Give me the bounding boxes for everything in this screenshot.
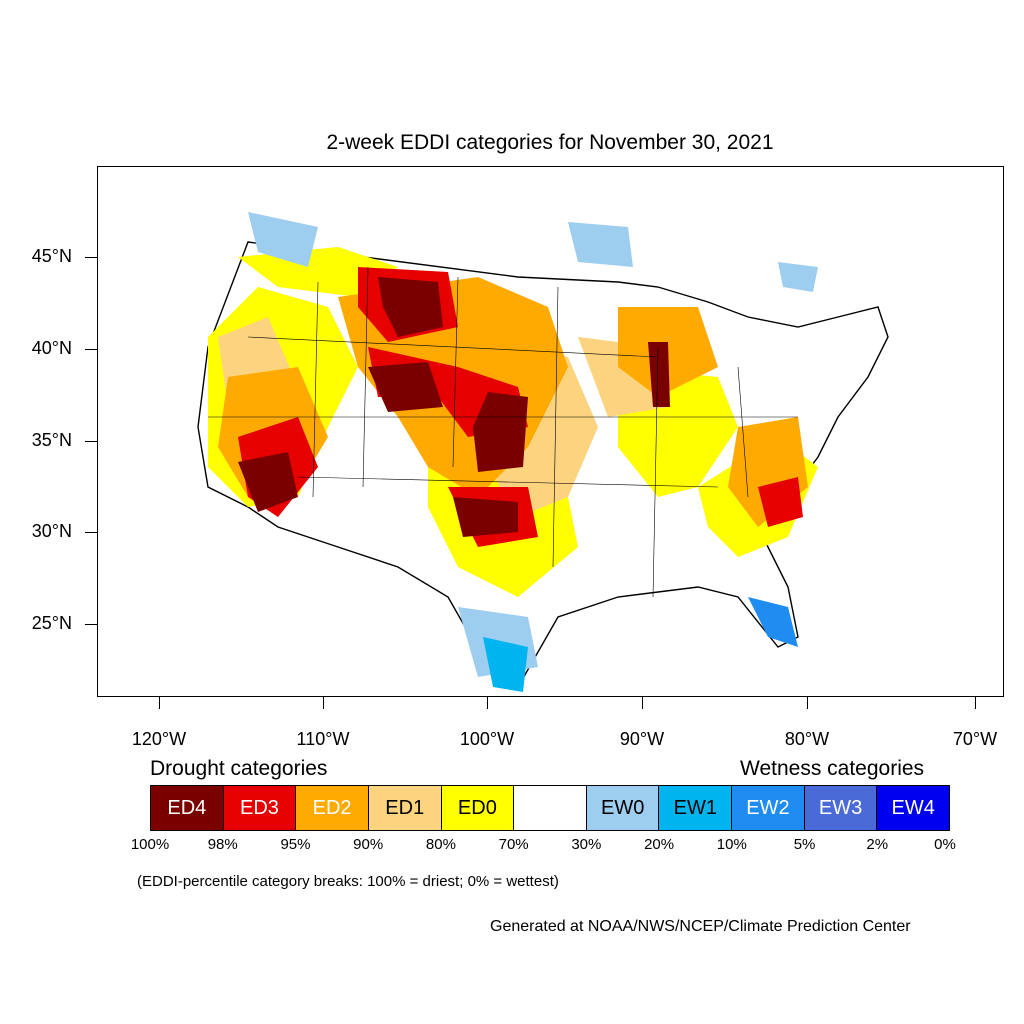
ed4-region-kansas [473,392,528,472]
ew2-region-florida [748,597,798,647]
ed4-region-michigan [648,342,670,407]
lat-tick [85,532,97,533]
map-title: 2-week EDDI categories for November 30, … [326,131,774,154]
lon-label-70: 70°W [952,729,998,749]
legend-break-label: 80% [425,836,456,853]
ew0-region-canada [568,222,633,267]
legend-swatch-ed3: ED3 [223,786,297,830]
legend-break-label: 100% [130,836,170,853]
credit-line: Generated at NOAA/NWS/NCEP/Climate Predi… [490,918,911,935]
percentile-note: (EDDI-percentile category breaks: 100% =… [137,873,559,890]
lon-tick [807,697,808,709]
legend-swatch-ew4: EW4 [877,786,950,830]
ed3-region-ga [758,477,803,527]
lat-tick [85,257,97,258]
lat-label-35: 35°N [31,430,72,450]
lat-tick [85,441,97,442]
drought-heading: Drought categories [150,757,328,780]
legend-colorbar: ED4 ED3 ED2 ED1 ED0 EW0 EW1 EW2 EW3 EW4 [150,785,950,831]
state-borders [208,266,798,598]
lon-tick [323,697,324,709]
legend-break-label: 30% [571,836,602,853]
legend-swatch-ed4: ED4 [151,786,224,830]
legend-break-label: 20% [644,836,675,853]
legend-swatch-ew3: EW3 [804,786,878,830]
lon-label-120: 120°W [131,729,187,749]
lat-label-40: 40°N [31,338,72,358]
lon-label-110: 110°W [296,729,350,749]
legend-break-label: 0% [934,836,956,853]
ed4-region-montana [378,277,443,337]
lon-label-80: 80°W [784,729,830,749]
eddi-map [197,212,889,692]
legend-swatch-ew1: EW1 [659,786,733,830]
ew0-region-northwest [248,212,318,267]
lon-label-100: 100°W [459,729,515,749]
lat-tick [85,624,97,625]
legend-swatch-ew2: EW2 [732,786,805,830]
legend-swatch-ed0: ED0 [441,786,515,830]
lat-label-25: 25°N [31,613,72,633]
ed4-region-oklahoma [453,497,518,537]
map-plot-area [97,166,1004,697]
legend-break-label: 5% [793,836,816,853]
ed4-region-arizona [238,452,298,512]
lat-tick [85,349,97,350]
legend-swatch-neutral [514,786,587,830]
ew1-region-gulf [483,637,528,692]
lon-tick [159,697,160,709]
wetness-heading: Wetness categories [740,757,925,780]
lat-label-45: 45°N [31,246,72,266]
lon-tick [642,697,643,709]
legend-swatch-ew0: EW0 [586,786,660,830]
legend-swatch-ed1: ED1 [368,786,442,830]
lon-tick [975,697,976,709]
lat-label-30: 30°N [31,521,72,541]
legend-break-label: 95% [280,836,311,853]
ed4-region-wyoming [368,362,443,412]
legend-break-label: 10% [716,836,747,853]
legend-break-label: 70% [498,836,529,853]
lon-label-90: 90°W [619,729,665,749]
legend-break-label: 90% [353,836,384,853]
legend-swatch-ed2: ED2 [296,786,369,830]
ew0-region-ontario [778,262,818,292]
legend-break-label: 98% [207,836,238,853]
legend-break-label: 2% [866,836,889,853]
lon-tick [487,697,488,709]
